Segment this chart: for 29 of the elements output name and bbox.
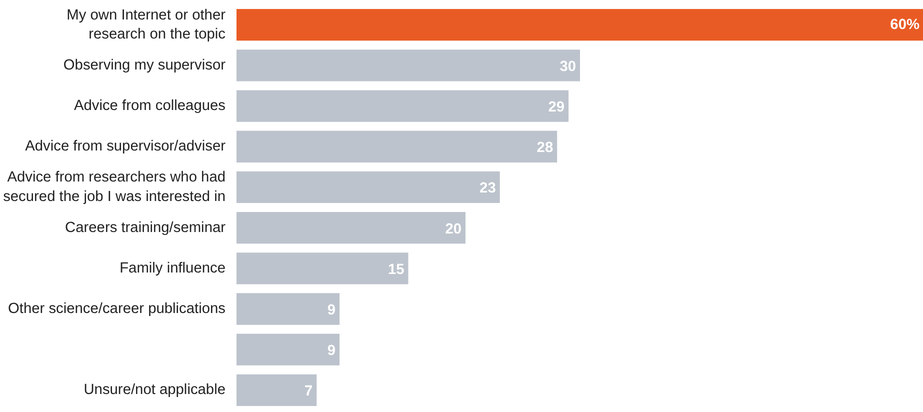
bar xyxy=(236,252,408,284)
bar xyxy=(236,334,340,366)
y-tick-label: Advice from colleagues xyxy=(74,98,226,114)
data-label: 28 xyxy=(536,140,554,156)
y-tick-label: Advice from researchers who had secured the job I was interested in xyxy=(3,170,226,205)
bar xyxy=(236,212,466,244)
data-label: 7 xyxy=(304,384,313,400)
bar xyxy=(236,374,317,406)
bar xyxy=(236,293,340,325)
bar xyxy=(236,171,500,204)
data-label: 23 xyxy=(480,180,496,197)
data-label: 9 xyxy=(327,343,336,360)
data-label: 30 xyxy=(560,58,576,75)
y-tick-label: Unsure/not applicable xyxy=(84,382,226,398)
y-tick-label: Careers training/seminar xyxy=(65,220,226,236)
bar xyxy=(236,50,580,82)
y-tick-label: Advice from supervisor/adviser xyxy=(25,138,226,155)
y-tick-label: Other science/career publications xyxy=(8,300,226,317)
data-label: 20 xyxy=(445,221,462,238)
data-label: 29 xyxy=(548,100,565,116)
data-label: 60% xyxy=(890,16,920,33)
y-tick-label: Family influence xyxy=(120,260,226,276)
bar xyxy=(236,130,558,162)
data-label: 9 xyxy=(327,302,336,318)
bar xyxy=(236,90,569,122)
y-tick-label: My own Internet or other research on the topic xyxy=(66,7,226,42)
bar xyxy=(236,9,923,41)
data-label: 15 xyxy=(388,262,404,278)
y-tick-label: Observing my supervisor xyxy=(63,57,226,74)
